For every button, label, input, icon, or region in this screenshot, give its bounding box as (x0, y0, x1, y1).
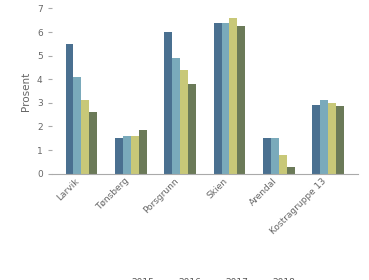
Bar (320, 101, 328, 174)
Bar (123, 136, 131, 174)
Bar (313, 105, 320, 174)
Bar (237, 26, 245, 174)
Bar (328, 103, 336, 174)
Bar (164, 32, 172, 174)
Bar (188, 84, 196, 174)
Bar (82, 101, 89, 174)
Bar (214, 23, 221, 174)
Bar (271, 138, 279, 174)
Bar (66, 44, 73, 174)
Bar (131, 136, 139, 174)
Bar (287, 167, 294, 174)
Legend: 2015, 2016, 2017, 2018: 2015, 2016, 2017, 2018 (110, 274, 299, 280)
Bar (139, 130, 146, 174)
Bar (263, 138, 271, 174)
Bar (279, 155, 287, 174)
Bar (221, 23, 230, 174)
Bar (230, 18, 237, 174)
Bar (115, 138, 123, 174)
Bar (336, 106, 344, 174)
Bar (89, 112, 97, 174)
Bar (180, 70, 188, 174)
Bar (73, 77, 82, 174)
Bar (172, 58, 180, 174)
Y-axis label: Prosent: Prosent (21, 71, 31, 111)
